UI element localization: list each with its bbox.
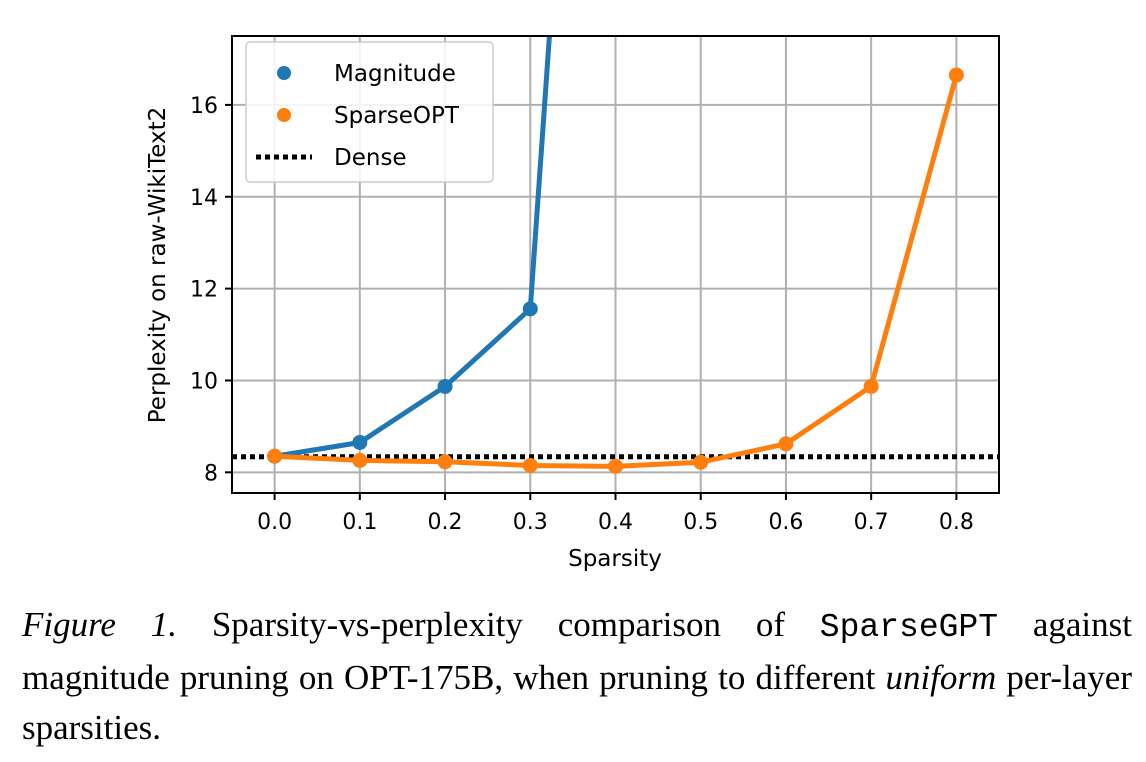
caption-text-3: per-layer sparsities. (22, 658, 1133, 747)
sparseopt-point (948, 67, 964, 83)
plot-frame (231, 35, 1000, 494)
x-tick-label: 0.0 (257, 510, 292, 535)
sparseopt-point (522, 457, 538, 473)
sparseopt-point (863, 378, 879, 394)
x-axis-label: Sparsity (568, 546, 662, 572)
y-tick-label: 14 (190, 186, 218, 211)
y-tick-label: 12 (190, 278, 218, 303)
figure-caption: Figure 1. Sparsity-vs-perplexity compari… (22, 600, 1132, 753)
x-tick-label: 0.3 (513, 510, 548, 535)
legend-label-dense: Dense (334, 145, 407, 171)
legend-marker-sparseopt (277, 108, 291, 122)
sparseopt-point (778, 436, 794, 452)
legend-marker-magnitude (277, 66, 291, 80)
caption-label: Figure 1. (22, 605, 178, 644)
sparseopt-point (693, 454, 709, 470)
sparseopt-point (608, 458, 623, 474)
caption-text-2: against magnitude pruning on OPT-175B, w… (22, 605, 1132, 697)
x-tick-label: 0.7 (854, 510, 889, 535)
legend: Magnitude SparseOPT Dense (245, 41, 494, 183)
magnitude-point (437, 378, 453, 394)
legend-label-sparseopt: SparseOPT (334, 103, 460, 129)
x-tick-label: 0.5 (683, 510, 718, 535)
series (232, 36, 999, 474)
legend-label-magnitude: Magnitude (334, 61, 456, 87)
magnitude-point (352, 434, 368, 450)
y-tick-label: 8 (204, 461, 218, 486)
chart: 0.0 0.1 0.2 0.3 0.4 0.5 0.6 0.7 0.8 8 10 12 14 16 Spa… (145, 35, 1000, 572)
x-tick-label: 0.6 (768, 510, 803, 535)
x-tick-label: 0.8 (939, 510, 974, 535)
sparseopt-point (267, 448, 283, 464)
grid (232, 36, 999, 493)
y-tick-label: 10 (190, 369, 218, 394)
ticks: 0.0 0.1 0.2 0.3 0.4 0.5 0.6 0.7 0.8 8 10 12 14 16 (190, 94, 974, 535)
y-tick-label: 16 (190, 94, 218, 119)
x-tick-label: 0.1 (342, 510, 377, 535)
magnitude-point (522, 301, 538, 317)
x-tick-label: 0.2 (428, 510, 463, 535)
sparseopt-point (437, 454, 453, 470)
x-tick-label: 0.4 (598, 510, 633, 535)
caption-text-1: Sparsity-vs-perplexity comparison of (177, 605, 820, 644)
y-axis-label: Perplexity on raw-WikiText2 (145, 107, 171, 424)
sparseopt-point (352, 452, 368, 468)
caption-emph: uniform (885, 658, 997, 697)
caption-method: SparseGPT (819, 609, 999, 646)
